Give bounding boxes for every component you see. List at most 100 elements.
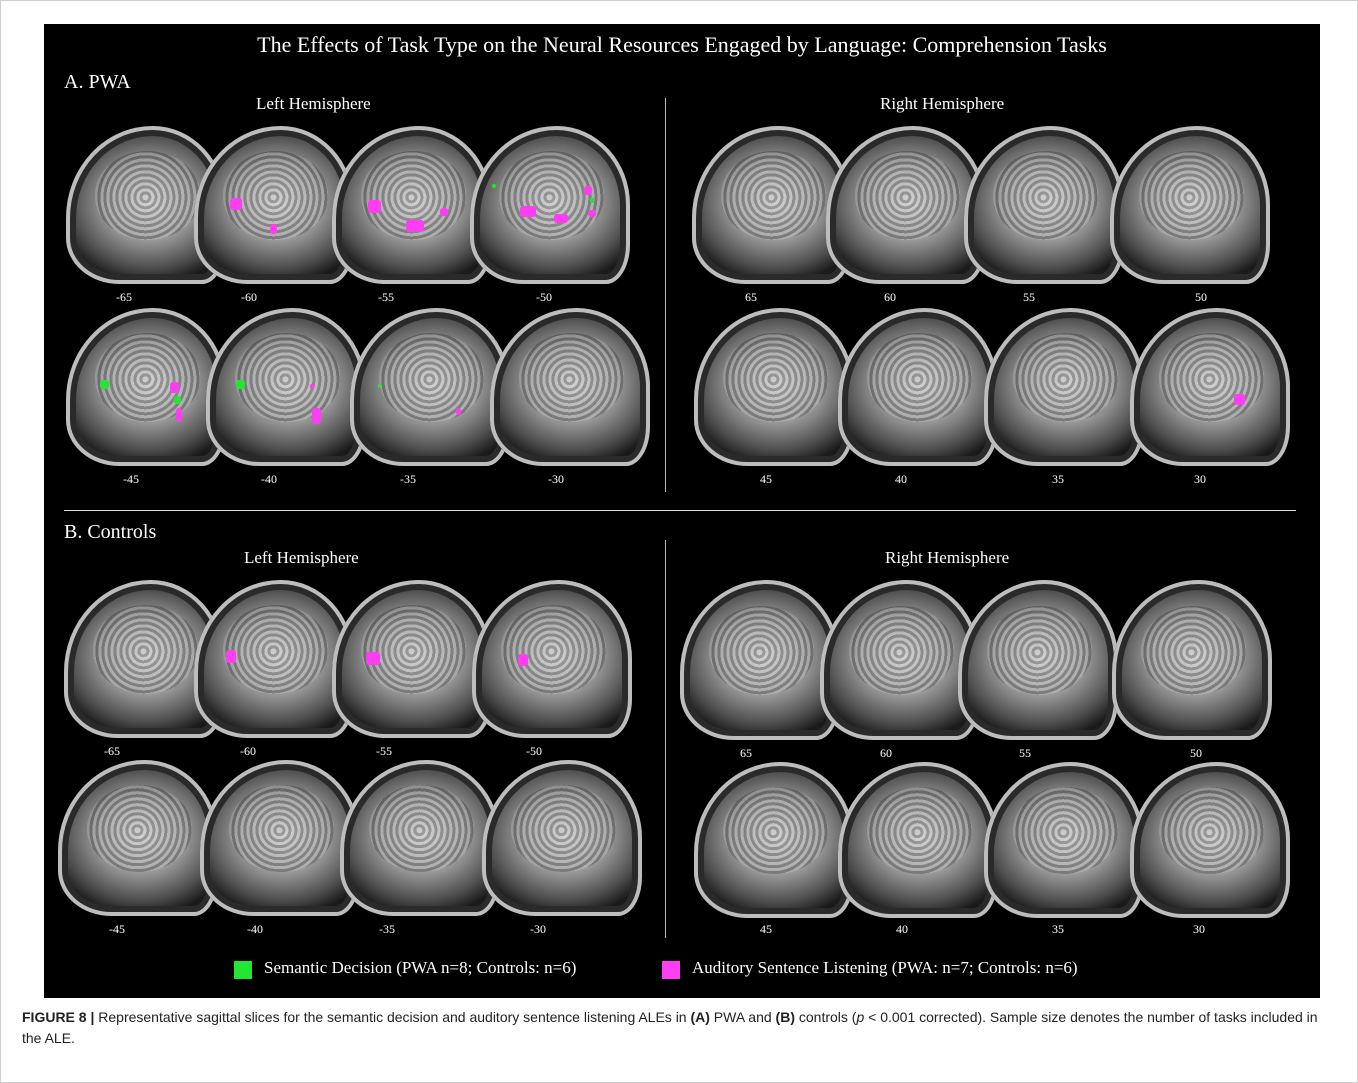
activation-auditory [176,408,182,422]
caption-text-1: Representative sagittal slices for the s… [94,1009,691,1025]
coordinate-label: 60 [884,290,896,304]
activation-auditory [270,224,277,234]
caption-ref-b: (B) [775,1009,795,1025]
activation-semantic [236,380,245,389]
section-b-right-hemisphere-label: Right Hemisphere [885,548,1010,567]
coordinate-label: -40 [247,922,263,936]
brain-slice [332,126,492,284]
coordinate-label: 55 [1019,746,1031,760]
coordinate-label: 40 [895,472,907,486]
activation-auditory [170,382,179,393]
activation-auditory [368,200,381,213]
coordinate-label: 60 [880,746,892,760]
brain-slice [332,580,492,738]
coordinate-label: -60 [241,290,257,304]
figure-title: The Effects of Task Type on the Neural R… [257,32,1107,57]
coordinate-label: 30 [1194,472,1206,486]
coordinate-label: -65 [116,290,132,304]
coordinate-label: 50 [1195,290,1207,304]
brain-slice [194,126,354,284]
coordinate-label: 35 [1052,472,1064,486]
brain-slice [984,308,1144,466]
brain-slice [66,126,226,284]
hemisphere-divider [665,540,666,938]
brain-slice [838,308,998,466]
brain-slice [820,580,980,740]
legend-swatch-semantic-decision [234,961,252,979]
brain-slice [58,760,218,916]
coordinate-label: 45 [760,472,772,486]
coordinate-label: 50 [1190,746,1202,760]
coordinate-label: -30 [530,922,546,936]
activation-auditory [588,210,596,217]
activation-auditory [440,208,448,216]
coordinate-label: -45 [123,472,139,486]
activation-semantic [590,198,594,203]
activation-semantic [378,384,381,388]
brain-slice [838,762,998,918]
legend-label-semantic-decision: Semantic Decision (PWA n=8; Controls: n=… [264,958,577,977]
brain-slice [340,760,500,916]
coordinate-label: -35 [379,922,395,936]
activation-semantic [492,184,496,188]
brain-slice [680,580,840,740]
activation-semantic [174,396,181,404]
brain-slice [1130,308,1290,466]
brain-slice [470,126,630,284]
section-b-left-hemisphere-label: Left Hemisphere [244,548,359,567]
coordinate-label: 55 [1023,290,1035,304]
coordinate-label: -60 [240,744,256,758]
coordinate-label: 35 [1052,922,1064,936]
brain-slice [490,308,650,466]
activation-auditory [310,384,314,389]
brain-slice [200,760,360,916]
activation-auditory [312,408,321,424]
legend-label-auditory-sentence-listening: Auditory Sentence Listening (PWA: n=7; C… [692,958,1078,977]
activation-auditory [554,214,568,223]
activation-auditory [456,408,461,415]
activation-auditory [366,652,380,665]
caption-figure-number: FIGURE 8 | [22,1009,95,1025]
brain-slice [958,580,1118,740]
activation-auditory [1234,394,1245,405]
section-b-label: B. Controls [64,521,157,543]
coordinate-label: 65 [745,290,757,304]
brain-slice [826,126,986,284]
coordinate-label: -35 [400,472,416,486]
brain-slice [350,308,510,466]
legend-swatch-auditory-sentence-listening [662,961,680,979]
section-divider [64,510,1296,511]
coordinate-label: -40 [261,472,277,486]
coordinate-label: -50 [536,290,552,304]
brain-slice [472,580,632,738]
brain-slice [984,762,1144,918]
section-a-left-hemisphere-label: Left Hemisphere [256,94,371,113]
coordinate-label: -55 [378,290,394,304]
coordinate-label: 65 [740,746,752,760]
figure-caption: FIGURE 8 | Representative sagittal slice… [22,1007,1338,1049]
brain-slice [964,126,1124,284]
brain-slice [1112,580,1272,740]
activation-semantic [100,380,109,389]
coordinate-label: -30 [548,472,564,486]
coordinate-label: -45 [109,922,125,936]
caption-ref-a: (A) [690,1009,710,1025]
section-a-right-hemisphere-label: Right Hemisphere [880,94,1005,113]
coordinate-label: -65 [104,744,120,758]
brain-slice [1130,762,1290,918]
brain-slice [482,760,642,916]
coordinate-label: 30 [1193,922,1205,936]
brain-slice [694,762,854,918]
coordinate-label: -50 [526,744,542,758]
brain-slice [1110,126,1270,284]
brain-slice [66,308,226,466]
activation-auditory [406,220,424,232]
activation-auditory [520,206,536,217]
coordinate-label: 45 [760,922,772,936]
hemisphere-divider [665,98,666,492]
activation-auditory [226,650,236,663]
caption-text-3: controls ( [794,1009,857,1025]
caption-text-2: PWA and [709,1009,776,1025]
coordinate-label: -55 [376,744,392,758]
coordinate-label: 40 [896,922,908,936]
